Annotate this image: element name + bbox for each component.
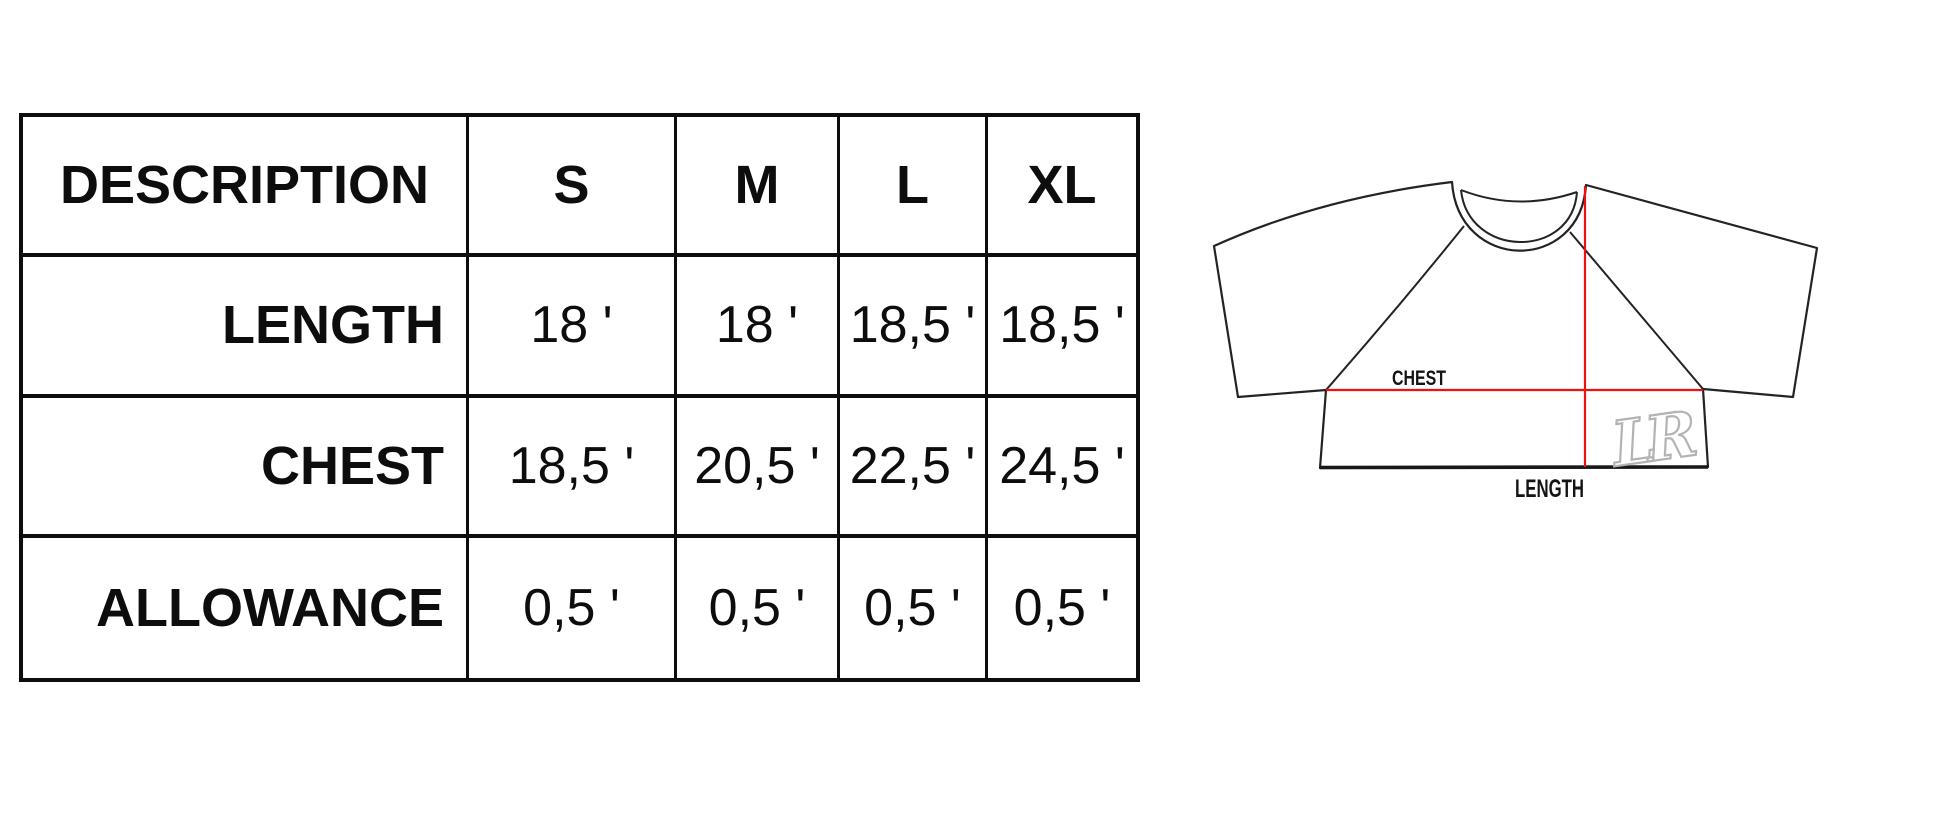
length-line-label: LENGTH bbox=[1515, 475, 1584, 503]
cell-chest-xl: 24,5 ' bbox=[988, 398, 1136, 538]
cell-chest-m: 20,5 ' bbox=[677, 397, 840, 538]
row-label-chest: CHEST bbox=[23, 397, 469, 538]
cell-length-xl: 18,5 ' bbox=[988, 257, 1136, 398]
raglan-seam-right bbox=[1569, 231, 1704, 390]
cell-chest-l: 22,5 ' bbox=[840, 397, 988, 538]
header-cell-m: M bbox=[677, 117, 840, 258]
collar-back-neck-seam bbox=[1460, 189, 1578, 203]
cell-chest-s: 18,5 ' bbox=[469, 397, 677, 538]
cell-length-l: 18,5 ' bbox=[840, 257, 988, 398]
size-chart-table: DESCRIPTION S M L XL LENGTH 18 ' 18 ' 18… bbox=[19, 113, 1140, 682]
cell-length-m: 18 ' bbox=[677, 257, 840, 398]
header-cell-s: S bbox=[469, 117, 677, 258]
header-cell-l: L bbox=[840, 117, 988, 258]
bottom-hem-line bbox=[1319, 465, 1709, 470]
header-cell-description: DESCRIPTION bbox=[23, 117, 469, 258]
cell-allowance-s: 0,5 ' bbox=[469, 537, 677, 678]
header-cell-xl: XL bbox=[988, 117, 1136, 258]
cell-length-s: 18 ' bbox=[469, 257, 677, 398]
cell-allowance-m: 0,5 ' bbox=[677, 537, 840, 678]
raglan-seam-left bbox=[1325, 225, 1465, 391]
row-label-allowance: ALLOWANCE bbox=[23, 537, 469, 678]
collar-inner-edge bbox=[1460, 189, 1578, 243]
cell-allowance-xl: 0,5 ' bbox=[1013, 578, 1111, 637]
chest-line-label: CHEST bbox=[1392, 367, 1446, 390]
cell-allowance-l: 0,5 ' bbox=[840, 537, 988, 678]
tshirt-measurement-diagram: LR CHEST LENGTH bbox=[1212, 180, 1819, 503]
row-label-length: LENGTH bbox=[23, 257, 469, 398]
tshirt-outline-shape bbox=[1212, 180, 1819, 470]
